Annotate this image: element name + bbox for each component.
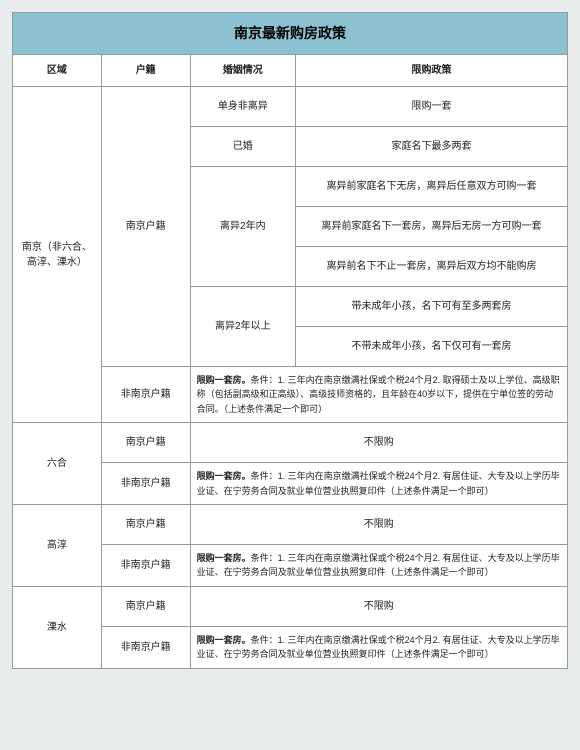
policy-table: 南京最新购房政策 区域 户籍 婚姻情况 限购政策 南京（非六合、高淳、溧水） 南… — [12, 12, 568, 669]
huji-cell: 南京户籍 — [101, 423, 190, 463]
marital-cell: 离异2年内 — [190, 167, 295, 287]
huji-cell: 非南京户籍 — [101, 367, 190, 423]
huji-cell: 非南京户籍 — [101, 626, 190, 668]
policy-text: 条件：1. 三年内在南京缴满社保或个税24个月2. 有居住证、大专及以上学历毕业… — [197, 553, 560, 577]
policy-bold: 限购一套房。 — [197, 553, 251, 563]
huji-cell: 非南京户籍 — [101, 463, 190, 505]
table-row: 南京（非六合、高淳、溧水） 南京户籍 单身非离异 限购一套 — [13, 87, 568, 127]
policy-cell: 不限购 — [190, 504, 567, 544]
policy-cell: 限购一套房。条件：1. 三年内在南京缴满社保或个税24个月2. 有居住证、大专及… — [190, 626, 567, 668]
region-cell: 溧水 — [13, 586, 102, 668]
policy-cell: 限购一套 — [296, 87, 568, 127]
region-cell: 六合 — [13, 423, 102, 505]
table-row: 溧水南京户籍不限购 — [13, 586, 568, 626]
header-huji: 户籍 — [101, 55, 190, 87]
header-marital: 婚姻情况 — [190, 55, 295, 87]
header-row: 区域 户籍 婚姻情况 限购政策 — [13, 55, 568, 87]
policy-cell: 离异前名下不止一套房，离异后双方均不能购房 — [296, 247, 568, 287]
policy-cell: 离异前家庭名下无房，离异后任意双方可购一套 — [296, 167, 568, 207]
policy-cell: 限购一套房。条件：1. 三年内在南京缴满社保或个税24个月2. 有居住证、大专及… — [190, 463, 567, 505]
policy-cell: 限购一套房。条件：1. 三年内在南京缴满社保或个税24个月2. 有居住证、大专及… — [190, 544, 567, 586]
header-policy: 限购政策 — [296, 55, 568, 87]
policy-cell: 不限购 — [190, 586, 567, 626]
marital-cell: 单身非离异 — [190, 87, 295, 127]
policy-cell: 不带未成年小孩，名下仅可有一套房 — [296, 327, 568, 367]
marital-cell: 离异2年以上 — [190, 287, 295, 367]
policy-bold: 限购一套房。 — [197, 635, 251, 645]
policy-text: 条件：1. 三年内在南京缴满社保或个税24个月2. 有居住证、大专及以上学历毕业… — [197, 635, 560, 659]
page-title: 南京最新购房政策 — [13, 13, 568, 55]
huji-cell: 非南京户籍 — [101, 544, 190, 586]
marital-cell: 已婚 — [190, 127, 295, 167]
huji-cell: 南京户籍 — [101, 504, 190, 544]
policy-bold: 限购一套房。 — [197, 471, 251, 481]
header-region: 区域 — [13, 55, 102, 87]
huji-cell: 南京户籍 — [101, 87, 190, 367]
policy-bold: 限购一套房。 — [197, 375, 251, 385]
policy-cell: 带未成年小孩，名下可有至多两套房 — [296, 287, 568, 327]
table-row: 高淳南京户籍不限购 — [13, 504, 568, 544]
policy-text: 条件：1. 三年内在南京缴满社保或个税24个月2. 有居住证、大专及以上学历毕业… — [197, 471, 560, 495]
region-cell: 南京（非六合、高淳、溧水） — [13, 87, 102, 423]
huji-cell: 南京户籍 — [101, 586, 190, 626]
region-cell: 高淳 — [13, 504, 102, 586]
policy-cell: 不限购 — [190, 423, 567, 463]
policy-cell: 限购一套房。条件：1. 三年内在南京缴满社保或个税24个月2. 取得硕士及以上学… — [190, 367, 567, 423]
policy-text: 条件：1. 三年内在南京缴满社保或个税24个月2. 取得硕士及以上学位、高级职称… — [197, 375, 560, 414]
policy-cell: 离异前家庭名下一套房，离异后无房一方可购一套 — [296, 207, 568, 247]
title-row: 南京最新购房政策 — [13, 13, 568, 55]
policy-cell: 家庭名下最多两套 — [296, 127, 568, 167]
table-row: 六合南京户籍不限购 — [13, 423, 568, 463]
